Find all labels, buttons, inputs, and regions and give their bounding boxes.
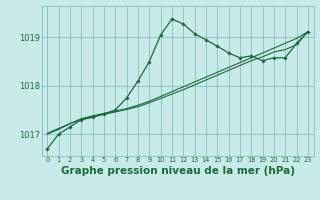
X-axis label: Graphe pression niveau de la mer (hPa): Graphe pression niveau de la mer (hPa) — [60, 166, 295, 176]
